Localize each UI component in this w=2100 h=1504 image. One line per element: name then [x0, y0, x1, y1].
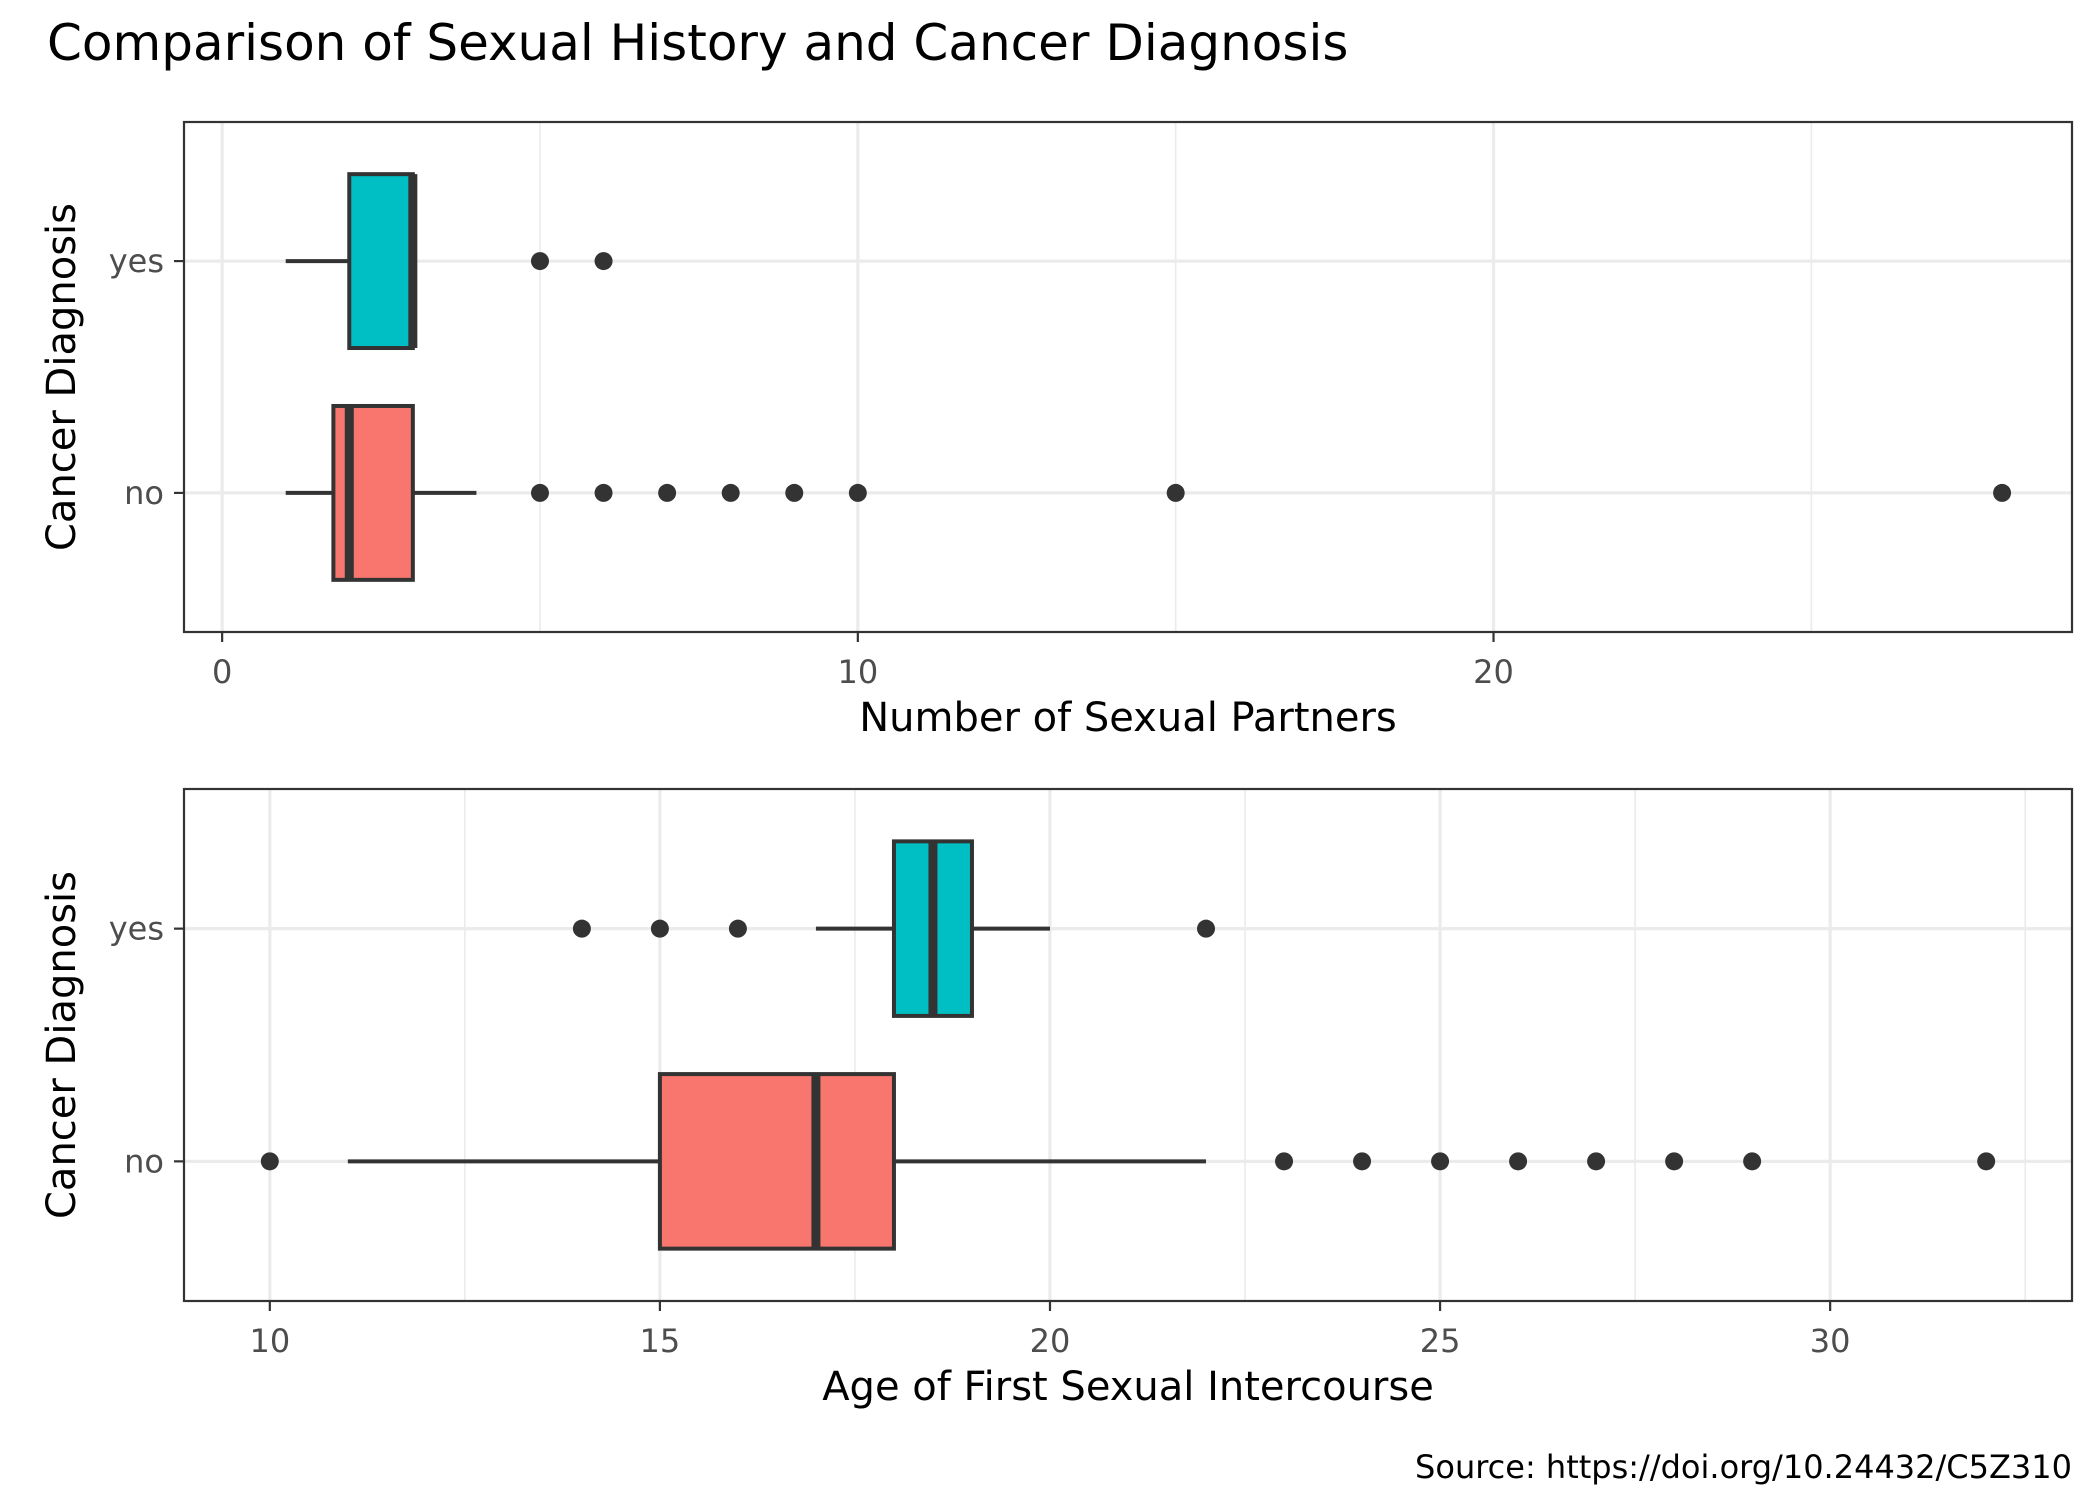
x-tick-label: 0	[212, 653, 232, 691]
outlier-point	[594, 252, 613, 271]
outlier-point	[848, 483, 867, 502]
y-tick-label: no	[124, 474, 164, 512]
boxplot-yes	[285, 172, 613, 351]
panel-border	[182, 787, 2074, 1303]
outlier-point	[572, 919, 591, 938]
x-axis-title: Age of First Sexual Intercourse	[822, 1364, 1434, 1410]
chart-caption: Source: https://doi.org/10.24432/C5Z310	[1415, 1448, 2072, 1486]
outlier-point	[530, 483, 549, 502]
outlier-point	[1743, 1152, 1762, 1171]
outlier-point	[530, 252, 549, 271]
outlier-point	[785, 483, 804, 502]
x-tick-label: 20	[1473, 653, 1514, 691]
outlier-point	[1431, 1152, 1450, 1171]
outlier-point	[658, 483, 677, 502]
outlier-point	[260, 1152, 279, 1171]
box-iqr	[657, 1072, 896, 1251]
y-axis-title: Cancer Diagnosis	[39, 871, 85, 1219]
x-tick-label: 10	[837, 653, 878, 691]
panel-border	[182, 120, 2074, 634]
outlier-point	[1509, 1152, 1528, 1171]
outlier-point	[594, 483, 613, 502]
outlier-point	[728, 919, 747, 938]
boxplot-yes	[572, 839, 1216, 1018]
x-tick-label: 10	[249, 1322, 290, 1360]
x-tick-label: 15	[640, 1322, 681, 1360]
outlier-point	[721, 483, 740, 502]
box-iqr	[347, 172, 415, 351]
outlier-point	[1587, 1152, 1606, 1171]
outlier-point	[1353, 1152, 1372, 1171]
x-tick-label: 30	[1810, 1322, 1851, 1360]
chart-panel-2: 10 15 20 25 30 no yes Age of First Sexual Inter…	[39, 787, 2074, 1410]
boxplot-no	[285, 403, 2012, 582]
chart-panel-1: 0 10 20 no yes Number of Sexual Partners Cance…	[39, 120, 2074, 741]
boxplot-no	[260, 1072, 1996, 1251]
outlier-point	[1166, 483, 1185, 502]
y-tick-label: yes	[109, 910, 164, 948]
y-tick-label: yes	[109, 242, 164, 280]
y-axis-title: Cancer Diagnosis	[39, 203, 85, 551]
x-tick-label: 25	[1420, 1322, 1461, 1360]
y-tick-label: no	[124, 1142, 164, 1180]
outlier-point	[1275, 1152, 1294, 1171]
x-tick-label: 20	[1030, 1322, 1071, 1360]
outlier-point	[650, 919, 669, 938]
outlier-point	[1977, 1152, 1996, 1171]
outlier-point	[1197, 919, 1216, 938]
outlier-point	[1993, 483, 2012, 502]
chart-title: Comparison of Sexual History and Cancer …	[47, 14, 1348, 72]
outlier-point	[1665, 1152, 1684, 1171]
x-axis-title: Number of Sexual Partners	[859, 695, 1397, 741]
